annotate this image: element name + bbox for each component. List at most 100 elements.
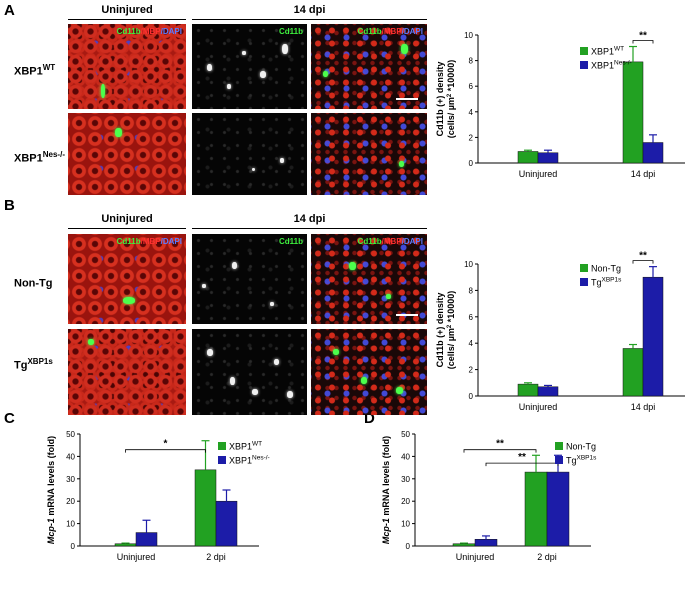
panel-letter-c: C <box>4 410 15 427</box>
legend-swatch <box>218 456 226 464</box>
bar-chart-c: 0 10 20 30 40 50 Mcp-1 mRNA levels (fold) Uninj… <box>46 430 270 562</box>
legend-label: XBP1Nes-/- <box>229 455 270 466</box>
x-tick-label: Uninjured <box>519 402 558 412</box>
bar <box>537 152 559 164</box>
legend-swatch <box>580 47 588 55</box>
legend-label: XBP1WT <box>591 46 624 57</box>
bar <box>537 386 559 397</box>
y-axis-label: (cells/ µm2 *10000) <box>446 291 456 370</box>
y-axis-label: Cd11b (+) density <box>435 293 445 368</box>
legend-label: Non-Tg <box>566 442 596 452</box>
col-header-14dpi-a: 14 dpi <box>293 4 326 16</box>
legend-swatch <box>580 278 588 286</box>
y-axis-label: Cd11b (+) density <box>435 62 445 137</box>
y-tick-label: 0 <box>469 159 474 168</box>
panel-letter-a: A <box>4 2 15 19</box>
y-tick-label: 4 <box>469 339 474 348</box>
legend-label: XBP1Nes-/- <box>591 60 632 71</box>
col-header-14dpi-b: 14 dpi <box>293 213 326 225</box>
significance-mark: * <box>164 439 168 450</box>
x-tick-label: 2 dpi <box>206 552 226 562</box>
micrograph-b-nontg-uninjured: Cd11b/MBP/DAPI <box>68 234 186 324</box>
x-tick-label: 2 dpi <box>537 552 557 562</box>
y-tick-label: 2 <box>469 366 474 375</box>
micrograph-b-tg-uninjured <box>68 329 186 415</box>
col-header-uninjured-a: Uninjured <box>101 4 153 16</box>
y-tick-label: 50 <box>66 430 75 439</box>
bar <box>642 142 664 164</box>
col-header-rule <box>192 228 427 229</box>
stain-overlay-label: Cd11b <box>278 237 303 246</box>
y-tick-label: 20 <box>66 497 75 506</box>
x-tick-label: 14 dpi <box>631 169 656 179</box>
y-tick-label: 10 <box>66 520 75 529</box>
micrograph-a-wt-14dpi-cd11b: Cd11b <box>192 24 307 109</box>
y-tick-label: 2 <box>469 133 474 142</box>
bar-chart-d: 0 10 20 30 40 50 Mcp-1 mRNA levels (fold) Uninj… <box>381 430 597 562</box>
y-tick-label: 40 <box>66 452 75 461</box>
significance-bracket <box>485 462 559 467</box>
x-tick-label: Uninjured <box>456 552 495 562</box>
bar <box>517 151 539 164</box>
y-axis-label: (cells/ µm2 *10000) <box>446 60 456 139</box>
micrograph-a-wt-uninjured: Cd11b/MBP/DAPI <box>68 24 186 109</box>
y-axis-label: Mcp-1 mRNA levels (fold) <box>381 436 391 544</box>
bar <box>474 539 498 547</box>
legend-label: XBP1WT <box>229 441 262 452</box>
col-header-rule <box>192 19 427 20</box>
stain-overlay-label: Cd11b/MBP/DAPI <box>116 237 182 246</box>
significance-bracket <box>632 40 654 44</box>
stain-overlay-label: Cd11b/MBP/DAPI <box>116 27 182 36</box>
bar <box>524 471 548 547</box>
y-tick-label: 20 <box>401 497 410 506</box>
scale-bar <box>396 314 418 316</box>
bar <box>517 383 539 397</box>
y-tick-label: 0 <box>469 392 474 401</box>
bar-chart-a: 0 2 4 6 8 10 Cd11b (+) density (cells/ µm2 *100… <box>435 31 685 179</box>
y-tick-label: 8 <box>469 286 474 295</box>
col-header-rule <box>68 19 186 20</box>
y-tick-label: 6 <box>469 82 474 91</box>
micrograph-a-nes-14dpi-merge <box>311 113 427 195</box>
y-tick-label: 30 <box>66 475 75 484</box>
row-label-tg-xbp1s: TgXBP1s <box>14 357 53 372</box>
bar <box>135 532 158 547</box>
x-tick-label: 14 dpi <box>631 402 656 412</box>
legend-label: Non-Tg <box>591 264 621 274</box>
micrograph-b-nontg-14dpi-cd11b: Cd11b <box>192 234 307 324</box>
y-tick-label: 10 <box>401 520 410 529</box>
y-tick-label: 0 <box>406 542 411 551</box>
col-header-rule <box>68 228 186 229</box>
micrograph-b-tg-14dpi-cd11b <box>192 329 307 415</box>
col-header-uninjured-b: Uninjured <box>101 213 153 225</box>
bar <box>452 543 476 547</box>
y-axis-label: Mcp-1 mRNA levels (fold) <box>46 436 56 544</box>
bar <box>622 348 644 397</box>
panel-letter-b: B <box>4 197 15 214</box>
micrograph-a-wt-14dpi-merge: Cd11b/MBP/DAPI <box>311 24 427 109</box>
significance-mark: ** <box>518 452 526 463</box>
y-tick-label: 4 <box>469 108 474 117</box>
micrograph-a-nes-14dpi-cd11b <box>192 113 307 195</box>
y-tick-label: 0 <box>71 542 76 551</box>
bar <box>215 500 238 547</box>
row-label-xbp1-nes: XBP1Nes-/- <box>14 150 65 165</box>
y-tick-label: 50 <box>401 430 410 439</box>
bar <box>642 276 664 397</box>
significance-mark: ** <box>496 439 504 450</box>
legend-label: TgXBP1s <box>591 277 622 288</box>
bar-chart-b: 0 2 4 6 8 10 Cd11b (+) density (cells/ µm2 *100… <box>435 251 685 412</box>
significance-bracket <box>632 260 654 264</box>
y-tick-label: 10 <box>464 31 473 40</box>
scale-bar <box>396 98 418 100</box>
stain-overlay-label: Cd11b/MBP/DAPI <box>357 237 423 246</box>
x-tick-label: Uninjured <box>117 552 156 562</box>
bar <box>622 61 644 164</box>
micrograph-b-tg-14dpi-merge <box>311 329 427 415</box>
legend-label: TgXBP1s <box>566 455 597 466</box>
stain-overlay-label: Cd11b <box>278 27 303 36</box>
row-label-xbp1-wt: XBP1WT <box>14 63 56 78</box>
significance-bracket <box>125 449 206 453</box>
legend-swatch <box>555 456 563 464</box>
legend-swatch <box>555 442 563 450</box>
